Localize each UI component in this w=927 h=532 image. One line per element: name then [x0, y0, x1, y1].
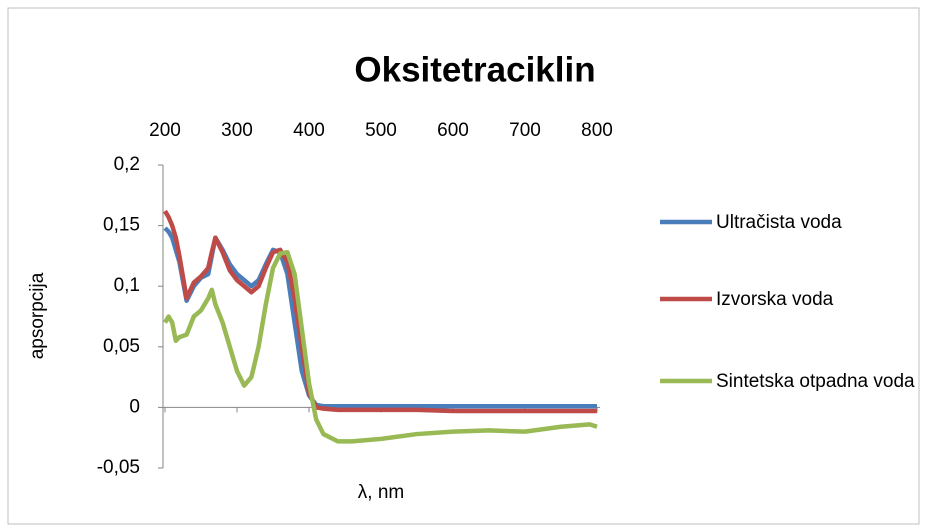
x-tick-label: 700: [509, 120, 541, 141]
y-tick-label: 0: [129, 396, 140, 417]
x-tick-label: 200: [149, 120, 181, 141]
x-axis-label: λ, nm: [358, 482, 404, 503]
legend-label: Ultračista voda: [716, 212, 842, 233]
chart-border: [7, 7, 920, 525]
y-tick-label: 0,05: [103, 336, 140, 357]
y-axis-label: apsorpcija: [27, 272, 48, 359]
series-line: [163, 209, 597, 414]
y-tick-label: 0,2: [114, 154, 140, 175]
y-tick-label: 0,1: [114, 275, 140, 296]
x-tick-label: 500: [365, 120, 397, 141]
x-tick-label: 600: [437, 120, 469, 141]
x-tick-label: 400: [293, 120, 325, 141]
y-tick-label: 0,15: [103, 215, 140, 236]
legend-label: Izvorska voda: [716, 289, 834, 310]
y-tick-label: -0,05: [97, 457, 140, 478]
legend-label: Sintetska otpadna voda: [716, 371, 915, 392]
chart-title: Oksitetraciklin: [354, 50, 595, 89]
x-tick-label: 300: [221, 120, 253, 141]
series-line: [163, 250, 598, 444]
x-tick-label: 800: [581, 120, 613, 141]
